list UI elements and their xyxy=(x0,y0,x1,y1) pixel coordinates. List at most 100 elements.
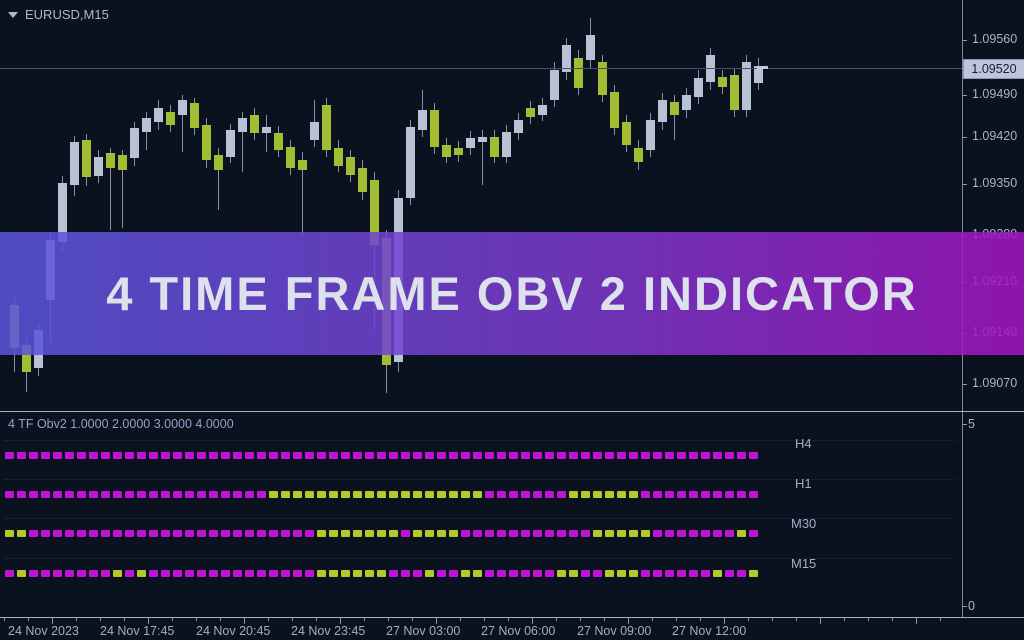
candle-body xyxy=(118,155,127,170)
obv-dash xyxy=(725,452,734,459)
obv-dash xyxy=(557,491,566,498)
obv-dash xyxy=(149,452,158,459)
candle-body xyxy=(610,92,619,128)
price-axis-tick xyxy=(962,137,967,138)
obv-dash xyxy=(125,491,134,498)
obv-dash xyxy=(197,570,206,577)
obv-dash xyxy=(593,530,602,537)
obv-dash xyxy=(89,452,98,459)
candle-body xyxy=(694,78,703,97)
candle-body xyxy=(502,132,511,157)
time-axis-tick xyxy=(364,618,365,621)
obv-dash xyxy=(437,452,446,459)
obv-dash xyxy=(737,570,746,577)
obv-dash xyxy=(605,491,614,498)
obv-dash xyxy=(149,491,158,498)
chevron-down-icon[interactable] xyxy=(8,11,18,18)
obv-dash xyxy=(389,570,398,577)
last-close-marker xyxy=(757,66,768,69)
obv-dash xyxy=(77,570,86,577)
obv-dash xyxy=(377,530,386,537)
obv-dash xyxy=(77,491,86,498)
obv-dash xyxy=(29,570,38,577)
candle-body xyxy=(286,147,295,168)
obv-dash xyxy=(677,491,686,498)
obv-dash xyxy=(629,491,638,498)
obv-dash xyxy=(497,452,506,459)
time-axis-tick xyxy=(196,618,197,621)
time-axis-tick xyxy=(676,618,677,621)
obv-dash xyxy=(605,452,614,459)
obv-dash xyxy=(173,491,182,498)
time-axis-tick xyxy=(220,618,221,621)
obv-dash xyxy=(161,570,170,577)
candle-wick xyxy=(266,115,267,152)
time-axis-tick xyxy=(892,618,893,621)
bid-price-line xyxy=(0,68,962,69)
symbol-timeframe-label[interactable]: EURUSD,M15 xyxy=(8,7,109,22)
obv-dash xyxy=(29,491,38,498)
time-axis-tick xyxy=(556,618,557,621)
obv-dash xyxy=(101,570,110,577)
obv-dash xyxy=(401,570,410,577)
obv-dash xyxy=(713,491,722,498)
candle-body xyxy=(238,118,247,132)
obv-dash xyxy=(557,452,566,459)
time-axis-tick xyxy=(100,618,101,621)
obv-dash xyxy=(77,530,86,537)
obv-dash xyxy=(257,530,266,537)
time-axis[interactable]: 24 Nov 2023 24 Nov 17:45 24 Nov 20:45 24 No… xyxy=(0,618,1024,640)
time-axis-tick xyxy=(148,618,149,624)
time-axis-label: 24 Nov 20:45 xyxy=(196,624,271,638)
candle-body xyxy=(526,108,535,117)
obv-dash xyxy=(293,530,302,537)
promo-banner: 4 TIME FRAME OBV 2 INDICATOR xyxy=(0,232,1024,355)
obv-dash xyxy=(545,570,554,577)
time-axis-tick xyxy=(748,618,749,621)
candle-wick xyxy=(182,95,183,152)
obv-dash xyxy=(749,491,758,498)
obv-dash xyxy=(365,570,374,577)
obv-dash xyxy=(89,570,98,577)
obv-dash xyxy=(353,530,362,537)
candle-body xyxy=(598,62,607,95)
obv-dash xyxy=(281,530,290,537)
obv-dash xyxy=(497,570,506,577)
indicator-scale-max: 5 xyxy=(968,417,975,431)
time-axis-tick xyxy=(244,618,245,624)
obv-dash xyxy=(521,570,530,577)
candle-wick xyxy=(674,95,675,140)
time-axis-tick xyxy=(940,618,941,621)
obv-dash xyxy=(569,491,578,498)
obv-dash xyxy=(689,452,698,459)
obv-dash xyxy=(281,491,290,498)
obv-dash xyxy=(185,491,194,498)
candle-body xyxy=(166,112,175,125)
indicator-level-line xyxy=(4,558,956,559)
candle-body xyxy=(346,157,355,175)
obv-dash xyxy=(185,530,194,537)
obv-dash xyxy=(113,570,122,577)
obv-dash xyxy=(41,452,50,459)
candle-body xyxy=(754,66,763,83)
time-axis-tick xyxy=(820,618,821,624)
obv-dash xyxy=(101,530,110,537)
obv-dash xyxy=(449,570,458,577)
obv-dash xyxy=(173,570,182,577)
subwindow-separator[interactable] xyxy=(0,411,1024,412)
obv-dash xyxy=(41,530,50,537)
obv-indicator-plot: H4 H1 M30 M15 xyxy=(0,412,962,617)
obv-dash xyxy=(689,530,698,537)
obv-dash xyxy=(101,491,110,498)
obv-dash xyxy=(581,452,590,459)
obv-dash xyxy=(245,530,254,537)
candle-body xyxy=(418,110,427,130)
obv-dash xyxy=(377,570,386,577)
obv-dash xyxy=(209,491,218,498)
candle-body xyxy=(574,58,583,88)
time-axis-tick xyxy=(292,618,293,621)
candle-body xyxy=(514,120,523,133)
obv-dash xyxy=(341,491,350,498)
obv-dash xyxy=(557,570,566,577)
obv-dash xyxy=(437,530,446,537)
